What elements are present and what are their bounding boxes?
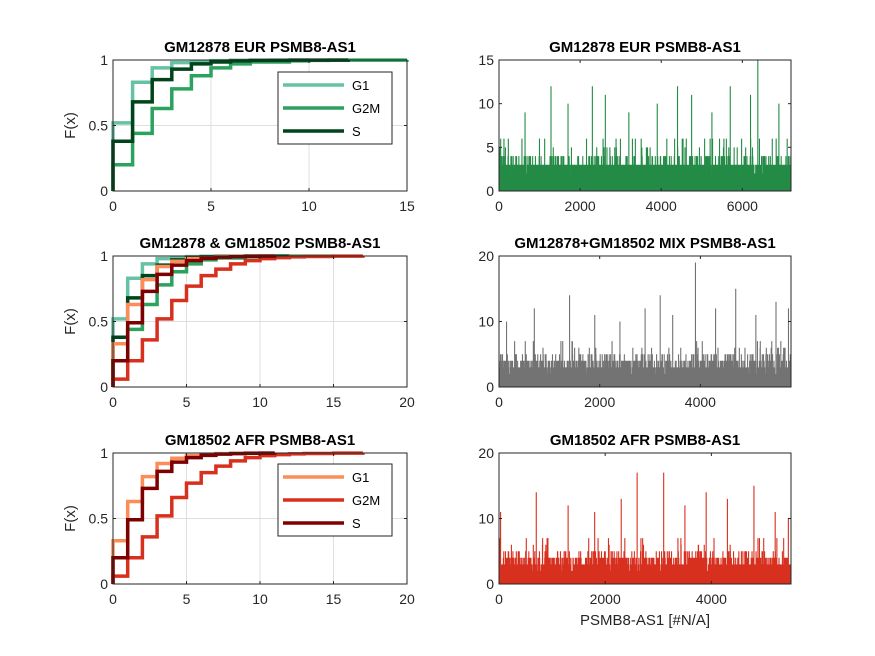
x-tick-label: 0 (109, 198, 117, 214)
x-tick-label: 10 (252, 394, 268, 410)
x-tick-label: 0 (109, 591, 117, 607)
x-tick-label: 15 (326, 394, 342, 410)
y-tick-label: 0 (486, 576, 494, 592)
x-tick-label: 2000 (590, 591, 621, 607)
x-tick-label: 2000 (584, 394, 615, 410)
y-tick-label: 0.5 (89, 511, 109, 527)
x-tick-label: 10 (252, 591, 268, 607)
y-tick-label: 20 (478, 248, 494, 264)
x-tick-label: 5 (207, 198, 215, 214)
y-tick-label: 0.5 (89, 118, 109, 134)
chart-title: GM12878 & GM18502 PSMB8-AS1 (140, 235, 381, 252)
x-tick-label: 6000 (727, 198, 758, 214)
chart-title: GM12878 EUR PSMB8-AS1 (164, 39, 356, 56)
x-tick-label: 0 (109, 394, 117, 410)
y-tick-label: 20 (478, 445, 494, 461)
count-bars-baseline (499, 576, 791, 584)
count-bars-baseline (499, 180, 791, 191)
plot-layer (111, 58, 409, 192)
y-tick-label: 0 (100, 379, 108, 395)
y-tick-label: 10 (478, 511, 494, 527)
x-tick-label: 0 (495, 394, 503, 410)
y-tick-label: 0 (486, 379, 494, 395)
count-bars-baseline (499, 379, 791, 387)
y-axis-label: F(x) (62, 112, 79, 139)
plot-layer (498, 255, 792, 388)
y-axis-label: F(x) (62, 505, 79, 532)
y-tick-label: 0 (486, 183, 494, 199)
y-tick-label: 0 (100, 183, 108, 199)
panel-counts-gm18502: GM18502 AFR PSMB8-AS1 PSMB8-AS1 [#N/A] 0… (478, 432, 792, 629)
panel-ecdf-gm12878: GM12878 EUR PSMB8-AS1 F(x) 0 5 10 15 0 0… (62, 39, 415, 214)
x-tick-label: 0 (495, 591, 503, 607)
x-tick-label: 2000 (565, 198, 596, 214)
y-tick-label: 10 (478, 314, 494, 330)
legend-label: S (352, 124, 361, 139)
y-tick-label: 1 (100, 445, 108, 461)
x-tick-label: 10 (301, 198, 317, 214)
x-tick-label: 15 (326, 591, 342, 607)
chart-title: GM18502 AFR PSMB8-AS1 (550, 432, 740, 449)
y-axis-label: F(x) (62, 308, 79, 335)
legend-label: G2M (352, 493, 380, 508)
ecdf-series-line (111, 254, 365, 387)
y-tick-label: 15 (478, 52, 494, 68)
x-tick-label: 5 (183, 591, 191, 607)
legend (277, 71, 393, 145)
x-tick-label: 0 (495, 198, 503, 214)
legend-label: G1 (352, 78, 369, 93)
chart-title: GM12878 EUR PSMB8-AS1 (549, 39, 741, 56)
chart-title: GM18502 AFR PSMB8-AS1 (165, 432, 355, 449)
x-tick-label: 5 (183, 394, 191, 410)
x-tick-label: 4000 (685, 394, 716, 410)
panel-ecdf-gm18502: GM18502 AFR PSMB8-AS1 F(x) 0 5 10 15 20 … (62, 432, 415, 607)
chart-title: GM12878+GM18502 MIX PSMB8-AS1 (514, 235, 775, 252)
panel-counts-gm12878: GM12878 EUR PSMB8-AS1 0 2000 4000 6000 0… (478, 39, 792, 214)
panel-counts-mix: GM12878+GM18502 MIX PSMB8-AS1 0 2000 400… (478, 235, 792, 410)
plot-layer (498, 452, 792, 585)
legend-label: S (352, 516, 361, 531)
ecdf-series-line (111, 451, 365, 584)
y-tick-label: 1 (100, 52, 108, 68)
plot-layer (498, 59, 792, 192)
y-tick-label: 5 (486, 139, 494, 155)
x-tick-label: 4000 (646, 198, 677, 214)
panel-ecdf-combined: GM12878 & GM18502 PSMB8-AS1 F(x) 0 5 10 … (62, 235, 415, 410)
plot-layer (111, 254, 408, 388)
axes-box (498, 59, 792, 192)
y-tick-label: 0 (100, 576, 108, 592)
y-tick-label: 0.5 (89, 314, 109, 330)
y-tick-label: 10 (478, 96, 494, 112)
legend-label: G1 (352, 470, 369, 485)
y-tick-label: 1 (100, 248, 108, 264)
x-tick-label: 20 (399, 591, 415, 607)
x-tick-label: 15 (399, 198, 415, 214)
legend (277, 463, 393, 537)
x-tick-label: 4000 (696, 591, 727, 607)
plot-layer (111, 451, 408, 585)
legend-label: G2M (352, 101, 380, 116)
x-tick-label: 20 (399, 394, 415, 410)
x-axis-label: PSMB8-AS1 [#N/A] (580, 612, 710, 629)
